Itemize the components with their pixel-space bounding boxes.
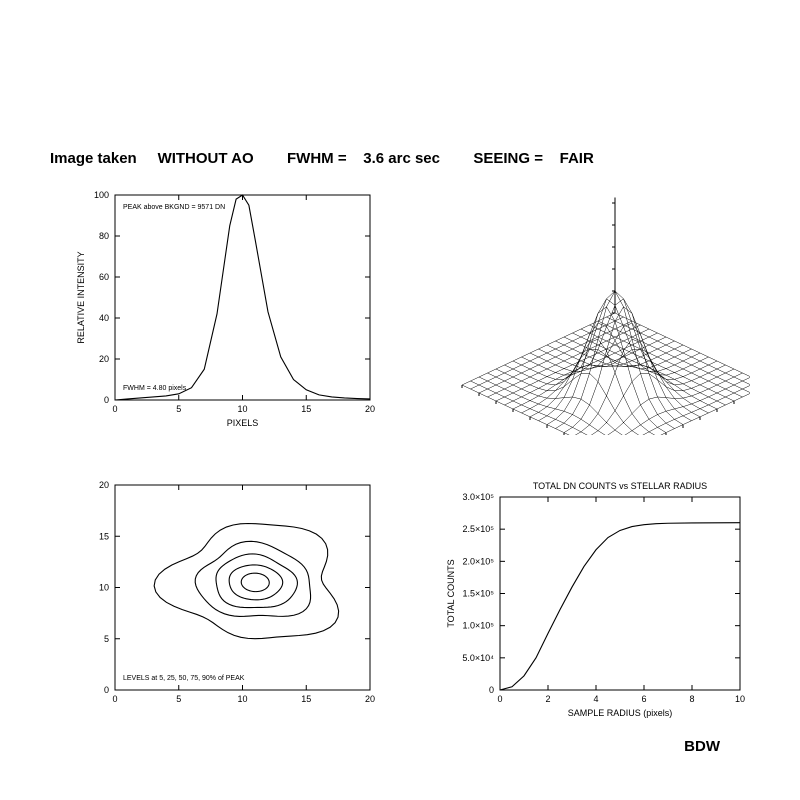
header: Image taken WITHOUT AO FWHM = 3.6 arc se… bbox=[50, 150, 750, 167]
svg-text:10: 10 bbox=[237, 404, 247, 414]
header-fwhm-label: FWHM = bbox=[287, 150, 347, 167]
profile-chart: 0 5 10 15 20 0 20 40 60 80 100 PIXELS RELATIVE INTEN… bbox=[70, 185, 380, 435]
svg-text:0: 0 bbox=[104, 685, 109, 695]
svg-text:40: 40 bbox=[99, 313, 109, 323]
svg-text:5: 5 bbox=[104, 634, 109, 644]
svg-text:TOTAL DN COUNTS vs STELLAR RAD: TOTAL DN COUNTS vs STELLAR RADIUS bbox=[533, 481, 707, 491]
svg-text:4: 4 bbox=[593, 694, 598, 704]
svg-text:0: 0 bbox=[489, 685, 494, 695]
svg-text:20: 20 bbox=[99, 480, 109, 490]
svg-text:PEAK above BKGND = 9571 DN: PEAK above BKGND = 9571 DN bbox=[123, 204, 225, 211]
svg-text:15: 15 bbox=[301, 694, 311, 704]
svg-text:20: 20 bbox=[99, 354, 109, 364]
svg-text:5: 5 bbox=[176, 404, 181, 414]
svg-text:TOTAL COUNTS: TOTAL COUNTS bbox=[446, 559, 456, 627]
svg-text:60: 60 bbox=[99, 272, 109, 282]
svg-text:100: 100 bbox=[94, 190, 109, 200]
svg-text:10: 10 bbox=[99, 583, 109, 593]
svg-text:0: 0 bbox=[104, 395, 109, 405]
svg-text:0: 0 bbox=[112, 694, 117, 704]
svg-text:PIXELS: PIXELS bbox=[227, 418, 259, 428]
svg-text:1.0×10⁵: 1.0×10⁵ bbox=[462, 621, 494, 631]
svg-text:RELATIVE INTENSITY: RELATIVE INTENSITY bbox=[76, 251, 86, 343]
svg-text:5.0×10⁴: 5.0×10⁴ bbox=[462, 653, 494, 663]
svg-text:20: 20 bbox=[365, 404, 375, 414]
svg-text:2.5×10⁵: 2.5×10⁵ bbox=[462, 524, 494, 534]
svg-text:15: 15 bbox=[99, 531, 109, 541]
svg-text:LEVELS at 5, 25, 50, 75, 90% o: LEVELS at 5, 25, 50, 75, 90% of PEAK bbox=[123, 675, 245, 682]
svg-text:5: 5 bbox=[176, 694, 181, 704]
svg-text:0: 0 bbox=[112, 404, 117, 414]
header-prefix: Image taken bbox=[50, 150, 137, 167]
svg-text:8: 8 bbox=[689, 694, 694, 704]
header-seeing-label: SEEING = bbox=[473, 150, 543, 167]
surface-chart bbox=[440, 185, 750, 435]
svg-text:FWHM = 4.80 pixels: FWHM = 4.80 pixels bbox=[123, 385, 187, 392]
growth-chart: 0 2 4 6 8 10 0 5.0×10⁴ 1.0×10⁵ 1.5×10⁵ 2.0×10⁵ 2.5×… bbox=[440, 475, 750, 725]
svg-text:SAMPLE RADIUS (pixels): SAMPLE RADIUS (pixels) bbox=[568, 708, 673, 718]
svg-text:10: 10 bbox=[237, 694, 247, 704]
svg-text:1.5×10⁵: 1.5×10⁵ bbox=[462, 589, 494, 599]
svg-text:3.0×10⁵: 3.0×10⁵ bbox=[462, 492, 494, 502]
footer-credit: BDW bbox=[684, 738, 720, 755]
svg-text:10: 10 bbox=[735, 694, 745, 704]
panel-grid: 05101520020406080100PIXELSRELATIVE INTEN… bbox=[70, 185, 750, 725]
header-fwhm-value: 3.6 arc sec bbox=[363, 150, 440, 167]
svg-text:2.0×10⁵: 2.0×10⁵ bbox=[462, 556, 494, 566]
svg-text:20: 20 bbox=[365, 694, 375, 704]
svg-text:2: 2 bbox=[545, 694, 550, 704]
contour-chart: 0 5 10 15 20 0 5 10 15 20 LEVELS at 5, 25, 50, 75,… bbox=[70, 475, 380, 725]
svg-text:0: 0 bbox=[497, 694, 502, 704]
header-seeing-value: FAIR bbox=[560, 150, 594, 167]
svg-text:6: 6 bbox=[641, 694, 646, 704]
svg-text:80: 80 bbox=[99, 231, 109, 241]
header-mode: WITHOUT AO bbox=[158, 150, 254, 167]
svg-text:15: 15 bbox=[301, 404, 311, 414]
